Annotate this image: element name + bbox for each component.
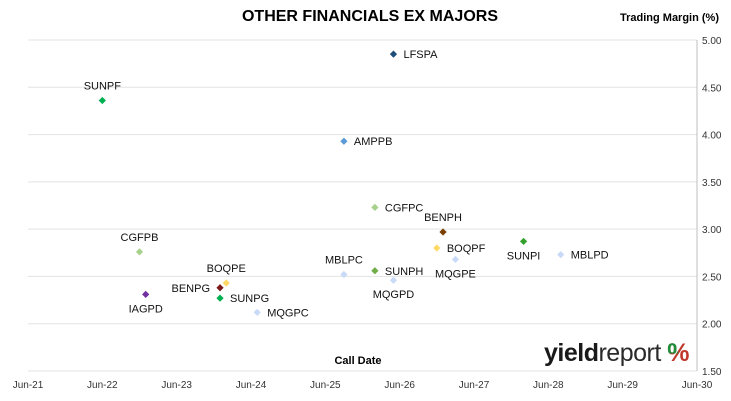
label-cgfpc: CGFPC	[385, 202, 424, 214]
point-cgfpb	[135, 248, 144, 256]
x-tick-label: Jun-21	[13, 380, 44, 391]
label-sunpg: SUNPG	[230, 293, 269, 305]
label-mqgpe: MQGPE	[435, 268, 476, 280]
x-tick-label: Jun-26	[384, 380, 415, 391]
point-mqgpc	[253, 308, 261, 316]
label-cgfpb: CGFPB	[121, 232, 159, 244]
label-benpg: BENPG	[172, 283, 211, 295]
y-tick-label: 2.50	[702, 272, 722, 283]
y-tick-label: 3.00	[702, 225, 722, 236]
x-tick-label: Jun-25	[310, 380, 341, 391]
x-tick-label: Jun-24	[236, 380, 267, 391]
point-cgfpc	[371, 203, 379, 212]
point-mblpc	[340, 270, 348, 279]
y-tick-label: 2.00	[702, 320, 722, 331]
grid-lines	[28, 39, 698, 372]
x-tick-label: Jun-29	[607, 380, 638, 391]
x-tick-label: Jun-28	[533, 380, 564, 391]
point-mqgpd	[389, 276, 398, 284]
y-tick-label: 4.50	[702, 83, 722, 94]
y-axis-title: Trading Margin (%)	[620, 12, 719, 24]
label-sunpi: SUNPI	[507, 250, 541, 262]
label-mblpd: MBLPD	[571, 250, 609, 262]
point-sunph	[371, 267, 379, 275]
label-lfspa: LFSPA	[403, 49, 438, 61]
label-boqpe: BOQPE	[207, 263, 246, 275]
label-amppb: AMPPB	[354, 136, 393, 148]
label-boqpf: BOQPF	[447, 243, 486, 255]
point-amppb	[340, 137, 348, 145]
point-benpg	[216, 284, 224, 292]
point-benph	[439, 228, 447, 236]
label-mqgpd: MQGPD	[373, 289, 415, 301]
chart-title: OTHER FINANCIALS EX MAJORS	[241, 8, 498, 25]
yieldreport-logo: yieldreport %%	[544, 339, 689, 368]
point-boqpf	[433, 244, 441, 252]
point-mqgpe	[451, 255, 460, 264]
point-sunpg	[216, 294, 224, 302]
point-sunpf	[98, 96, 106, 105]
y-tick-label: 5.00	[702, 36, 722, 47]
x-axis-ticks: Jun-21 Jun-22 Jun-23 Jun-24 Jun-25 Jun-26 Jun-…	[13, 380, 713, 391]
x-tick-label: Jun-30	[682, 380, 713, 391]
point-sunpi	[519, 237, 528, 246]
logo-yield-text: yield	[544, 339, 599, 367]
y-tick-label: 1.50	[702, 367, 722, 378]
point-lfspa	[389, 50, 398, 58]
label-mblpc: MBLPC	[325, 255, 363, 267]
x-axis-title: Call Date	[334, 355, 382, 367]
point-mblpd	[557, 251, 565, 259]
x-tick-label: Jun-27	[459, 380, 490, 391]
point-boqpe	[222, 279, 230, 287]
label-benph: BENPH	[424, 212, 462, 224]
label-iagpd: IAGPD	[129, 303, 163, 315]
label-sunph: SUNPH	[385, 266, 424, 278]
data-points	[98, 50, 565, 316]
label-sunpf: SUNPF	[84, 81, 122, 93]
y-tick-label: 4.00	[702, 131, 722, 142]
x-tick-label: Jun-22	[87, 380, 118, 391]
y-axis-ticks: 1.50 2.00 2.50 3.00 3.50 4.00 4.50 5.00	[702, 36, 722, 378]
logo-report-text: report	[598, 339, 661, 367]
point-iagpd	[142, 290, 150, 299]
x-tick-label: Jun-23	[161, 380, 192, 391]
label-mqgpc: MQGPC	[267, 307, 309, 319]
logo-percent-icon: %%	[667, 339, 689, 367]
y-tick-label: 3.50	[702, 178, 722, 189]
